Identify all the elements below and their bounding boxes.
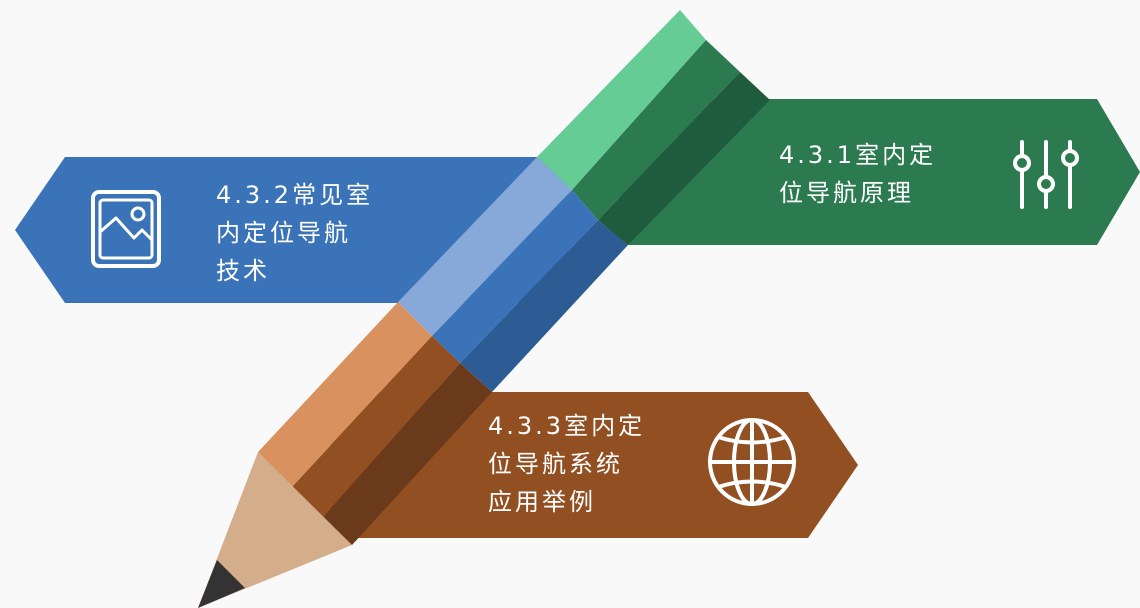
blue-label-line-2: 内定位导航 xyxy=(216,219,351,247)
pencil-blue-light xyxy=(398,157,572,336)
brown-label-line-2: 位导航系统 xyxy=(488,450,623,478)
green-label-line-1: 4.3.1室内定 xyxy=(779,141,937,169)
brown-label-line-3: 应用举例 xyxy=(488,488,596,516)
pencil-green-mid xyxy=(572,40,740,220)
brown-banner-label: 4.3.3室内定 位导航系统 应用举例 xyxy=(488,407,645,521)
blue-label-line-3: 技术 xyxy=(216,257,270,285)
brown-label-line-1: 4.3.3室内定 xyxy=(488,412,646,440)
blue-label-line-1: 4.3.2常见室 xyxy=(216,181,374,209)
pencil xyxy=(198,10,770,608)
pencil-blue-mid xyxy=(432,190,598,363)
pencil-brown-dark xyxy=(322,363,492,545)
pencil-blue-dark xyxy=(460,220,628,392)
pencil-brown-light xyxy=(258,302,432,487)
image-icon xyxy=(91,190,161,268)
pencil-green-dark xyxy=(598,72,770,245)
pencil-green-light xyxy=(537,10,706,190)
pencil-tip xyxy=(198,452,352,608)
green-banner-label: 4.3.1室内定 位导航原理 xyxy=(779,136,936,212)
green-label-line-2: 位导航原理 xyxy=(779,179,914,207)
pencil-lead xyxy=(198,560,245,608)
blue-banner-label: 4.3.2常见室 内定位导航 技术 xyxy=(216,176,373,290)
sliders-icon xyxy=(1013,140,1079,209)
globe-icon xyxy=(708,418,796,506)
pencil-brown-mid xyxy=(292,336,460,518)
